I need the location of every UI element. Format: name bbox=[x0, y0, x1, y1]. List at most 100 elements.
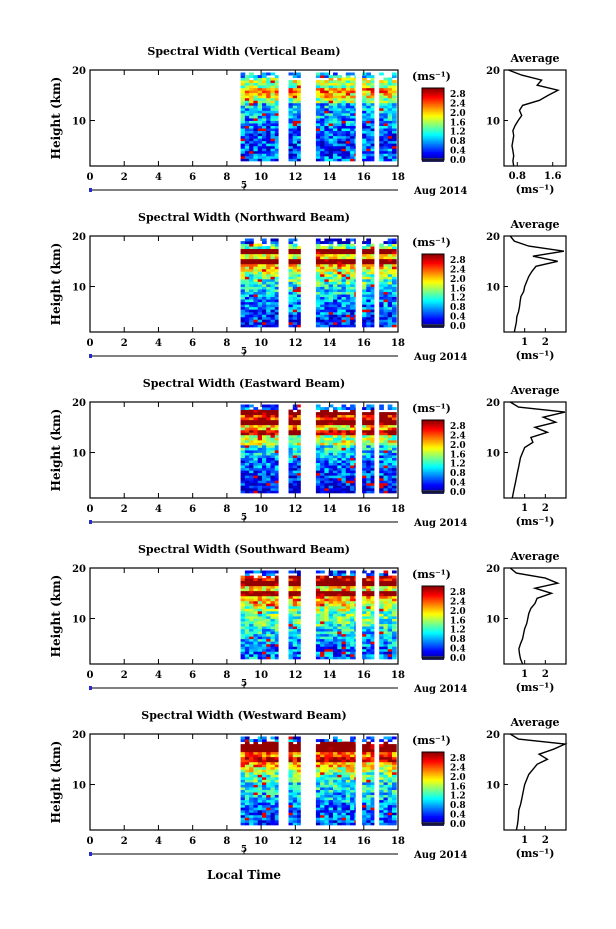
heatmap-cell bbox=[315, 284, 321, 287]
heatmap-cell bbox=[257, 143, 263, 147]
heatmap-cell bbox=[244, 585, 250, 589]
heatmap-cell bbox=[324, 424, 330, 428]
heatmap-cell bbox=[337, 809, 342, 813]
colorbar-cell bbox=[422, 420, 444, 423]
heatmap-cell bbox=[253, 643, 259, 647]
heatmap-cell bbox=[297, 90, 301, 94]
heatmap-cell bbox=[345, 296, 351, 300]
heatmap-cell bbox=[333, 575, 338, 579]
heatmap-cell bbox=[379, 580, 384, 584]
heatmap-cell bbox=[362, 273, 367, 277]
heatmap-cells bbox=[240, 736, 397, 826]
heatmap-cell bbox=[345, 600, 351, 604]
heatmap-cell bbox=[244, 316, 250, 320]
heatmap-cell bbox=[337, 140, 342, 144]
heatmap-cell bbox=[366, 628, 371, 632]
heatmap-cell bbox=[350, 110, 355, 114]
heatmap-cell bbox=[333, 296, 338, 300]
heatmap-cell bbox=[262, 155, 267, 159]
heatmap-cell bbox=[350, 150, 355, 154]
heatmap-cell bbox=[315, 437, 321, 441]
heatmap-cell bbox=[249, 605, 254, 609]
heatmap-cell bbox=[392, 258, 397, 262]
heatmap-cell bbox=[274, 140, 279, 144]
heatmap-cell bbox=[333, 736, 338, 740]
heatmap-cell bbox=[362, 304, 367, 308]
heatmap-cell bbox=[392, 286, 397, 290]
heatmap-cell bbox=[297, 434, 301, 438]
heatmap-cell bbox=[292, 155, 298, 159]
heatmap-cell bbox=[257, 754, 263, 758]
heatmap-cell bbox=[345, 291, 351, 295]
heatmap-cell bbox=[266, 434, 271, 438]
heatmap-cell bbox=[392, 153, 397, 157]
heatmap-cell bbox=[249, 648, 254, 652]
heatmap-cell bbox=[345, 286, 351, 290]
heatmap-cell bbox=[392, 261, 397, 265]
heatmap-cell bbox=[249, 434, 254, 438]
heatmap-cell bbox=[320, 291, 325, 295]
heatmap-cell bbox=[337, 822, 342, 826]
heatmap-cell bbox=[324, 754, 330, 758]
heatmap-cell bbox=[288, 749, 294, 753]
heatmap-cell bbox=[366, 82, 371, 86]
heatmap-cell bbox=[240, 769, 246, 773]
heatmap-cell bbox=[366, 450, 371, 453]
heatmap-cell bbox=[370, 319, 375, 323]
colorbar-cell bbox=[422, 616, 444, 619]
heatmap-cell bbox=[262, 120, 267, 124]
heatmap-cell bbox=[297, 299, 301, 303]
heatmap-cell bbox=[297, 638, 301, 642]
heatmap-cell bbox=[257, 133, 263, 137]
heatmap-cell bbox=[333, 82, 338, 86]
heatmap-cell bbox=[292, 143, 298, 147]
heatmap-cell bbox=[240, 314, 246, 318]
heatmap-cell bbox=[297, 746, 301, 750]
heatmap-cell bbox=[345, 301, 351, 305]
heatmap-cell bbox=[240, 105, 246, 109]
heatmap-cell bbox=[328, 648, 334, 652]
heatmap-cell bbox=[354, 610, 356, 614]
heatmap-cell bbox=[253, 125, 259, 129]
heatmap-cell bbox=[337, 779, 342, 783]
x-tick-label: 10 bbox=[254, 504, 268, 515]
heatmap-cell bbox=[257, 263, 263, 267]
heatmap-cell bbox=[257, 110, 263, 114]
heatmap-cell bbox=[379, 309, 384, 313]
colorbar-cell bbox=[422, 106, 444, 109]
heatmap-cell bbox=[320, 112, 325, 116]
heatmap-cell bbox=[333, 460, 338, 464]
heatmap-cell bbox=[288, 118, 294, 121]
heatmap-cell bbox=[315, 766, 321, 770]
heatmap-cell bbox=[345, 128, 351, 132]
heatmap-cell bbox=[320, 434, 325, 438]
heatmap-cell bbox=[257, 656, 263, 660]
heatmap-cell bbox=[297, 82, 301, 86]
heatmap-cell bbox=[337, 641, 342, 645]
heatmap-cell bbox=[366, 299, 371, 303]
heatmap-cell bbox=[292, 749, 298, 753]
heatmap-cell bbox=[257, 482, 263, 486]
heatmap-cell bbox=[320, 797, 325, 801]
heatmap-cell bbox=[350, 623, 355, 627]
heatmap-cell bbox=[324, 80, 330, 84]
heatmap-cell bbox=[292, 450, 298, 453]
heatmap-cell bbox=[350, 253, 355, 257]
heatmap-cell bbox=[345, 605, 351, 609]
heatmap-cell bbox=[333, 628, 338, 632]
heatmap-cell bbox=[270, 437, 276, 441]
heatmap-cell bbox=[333, 150, 338, 154]
heatmap-cell bbox=[266, 480, 271, 484]
heatmap-cell bbox=[244, 429, 250, 433]
heatmap-cell bbox=[320, 309, 325, 313]
heatmap-cell bbox=[345, 85, 351, 89]
heatmap-cell bbox=[292, 643, 298, 647]
heatmap-cell bbox=[324, 457, 330, 461]
heatmap-cell bbox=[297, 128, 301, 132]
colorbar-cell bbox=[422, 148, 444, 151]
heatmap-cell bbox=[341, 590, 347, 594]
heatmap-cell bbox=[240, 610, 246, 614]
heatmap-cell bbox=[270, 618, 276, 622]
heatmap-cell bbox=[362, 608, 367, 612]
heatmap-cell bbox=[350, 92, 355, 96]
